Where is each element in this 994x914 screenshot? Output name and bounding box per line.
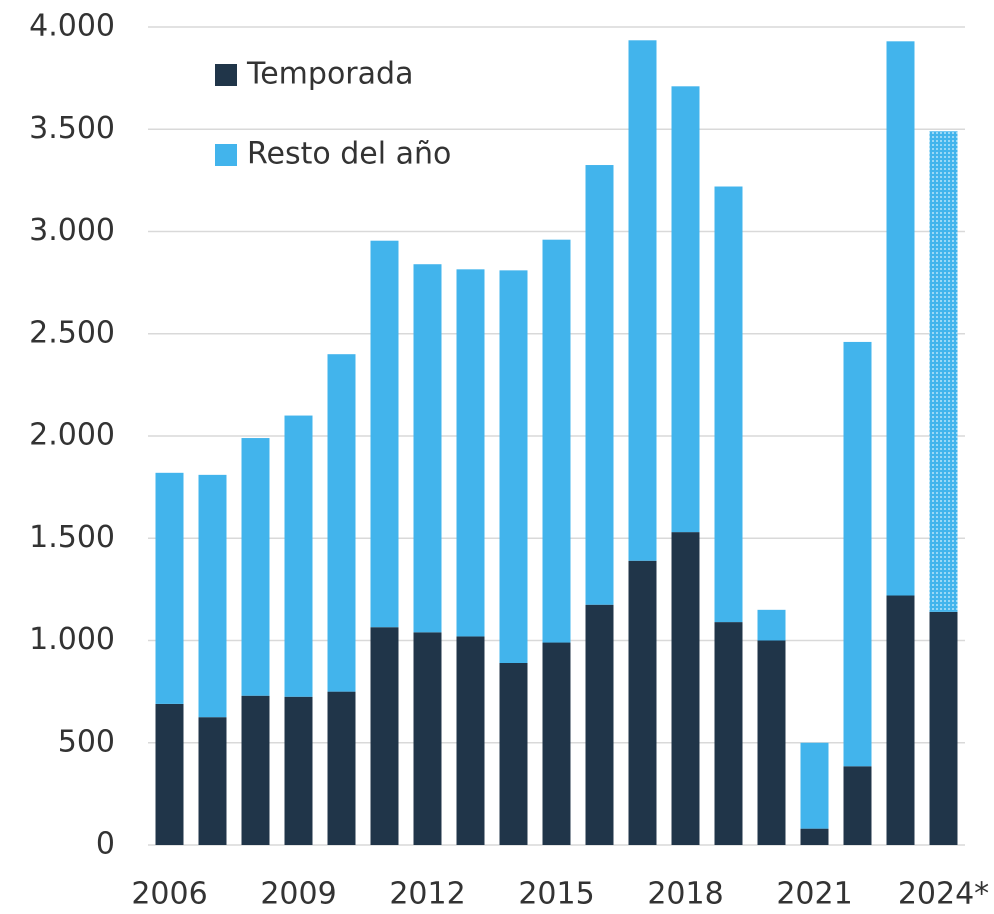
bar-segment xyxy=(585,604,614,845)
bar-segment xyxy=(241,695,270,845)
bar-segment xyxy=(284,696,313,845)
x-tick-label: 2009 xyxy=(260,877,336,912)
bar-segment xyxy=(929,131,958,612)
legend-swatch xyxy=(215,144,237,166)
x-tick-label: 2015 xyxy=(518,877,594,912)
bar-segment xyxy=(155,472,184,704)
bar-segment xyxy=(155,703,184,845)
bar-segment xyxy=(456,636,485,845)
bar-segment xyxy=(843,341,872,767)
bar-segment xyxy=(671,532,700,845)
y-tick-label: 2.000 xyxy=(29,418,115,453)
y-tick-label: 3.500 xyxy=(29,111,115,146)
bar-segment xyxy=(843,766,872,845)
bar-segment xyxy=(198,474,227,718)
x-tick-label: 2006 xyxy=(131,877,207,912)
legend-label: Temporada xyxy=(246,57,413,92)
bar-segment xyxy=(757,609,786,641)
bar-segment xyxy=(886,595,915,845)
y-tick-label: 1.500 xyxy=(29,520,115,555)
bar-segment xyxy=(499,270,528,663)
bar-segment xyxy=(714,186,743,623)
bar-segment xyxy=(800,828,829,845)
bar-segment xyxy=(327,354,356,692)
x-tick-label: 2024* xyxy=(898,877,989,912)
bar-segment xyxy=(542,642,571,845)
bar-segment xyxy=(413,264,442,633)
bar-segment xyxy=(284,415,313,697)
bar-segment xyxy=(800,742,829,829)
bar-segment xyxy=(370,627,399,845)
legend-swatch xyxy=(215,64,237,86)
bar-segment xyxy=(456,269,485,637)
legend-label: Resto del año xyxy=(247,137,451,172)
bar-segment xyxy=(929,611,958,845)
bar-segment xyxy=(628,40,657,561)
bar-segment xyxy=(628,560,657,845)
x-tick-label: 2018 xyxy=(647,877,723,912)
y-tick-label: 0 xyxy=(96,827,115,862)
bar-segment xyxy=(714,622,743,845)
bar-segment xyxy=(499,662,528,845)
bar-segment xyxy=(542,239,571,643)
y-tick-label: 4.000 xyxy=(29,9,115,44)
y-tick-label: 500 xyxy=(58,724,115,759)
bar-segment xyxy=(241,438,270,696)
y-tick-label: 2.500 xyxy=(29,315,115,350)
y-tick-label: 1.000 xyxy=(29,622,115,657)
x-tick-label: 2012 xyxy=(389,877,465,912)
bar-segment xyxy=(413,632,442,845)
bar-segment xyxy=(886,41,915,596)
bar-segment xyxy=(198,717,227,845)
x-tick-label: 2021 xyxy=(776,877,852,912)
bar-segment xyxy=(327,691,356,845)
bar-segment xyxy=(585,165,614,605)
bar-segment xyxy=(671,86,700,533)
bar-segment xyxy=(370,240,399,628)
y-tick-label: 3.000 xyxy=(29,213,115,248)
bar-segment xyxy=(757,640,786,845)
